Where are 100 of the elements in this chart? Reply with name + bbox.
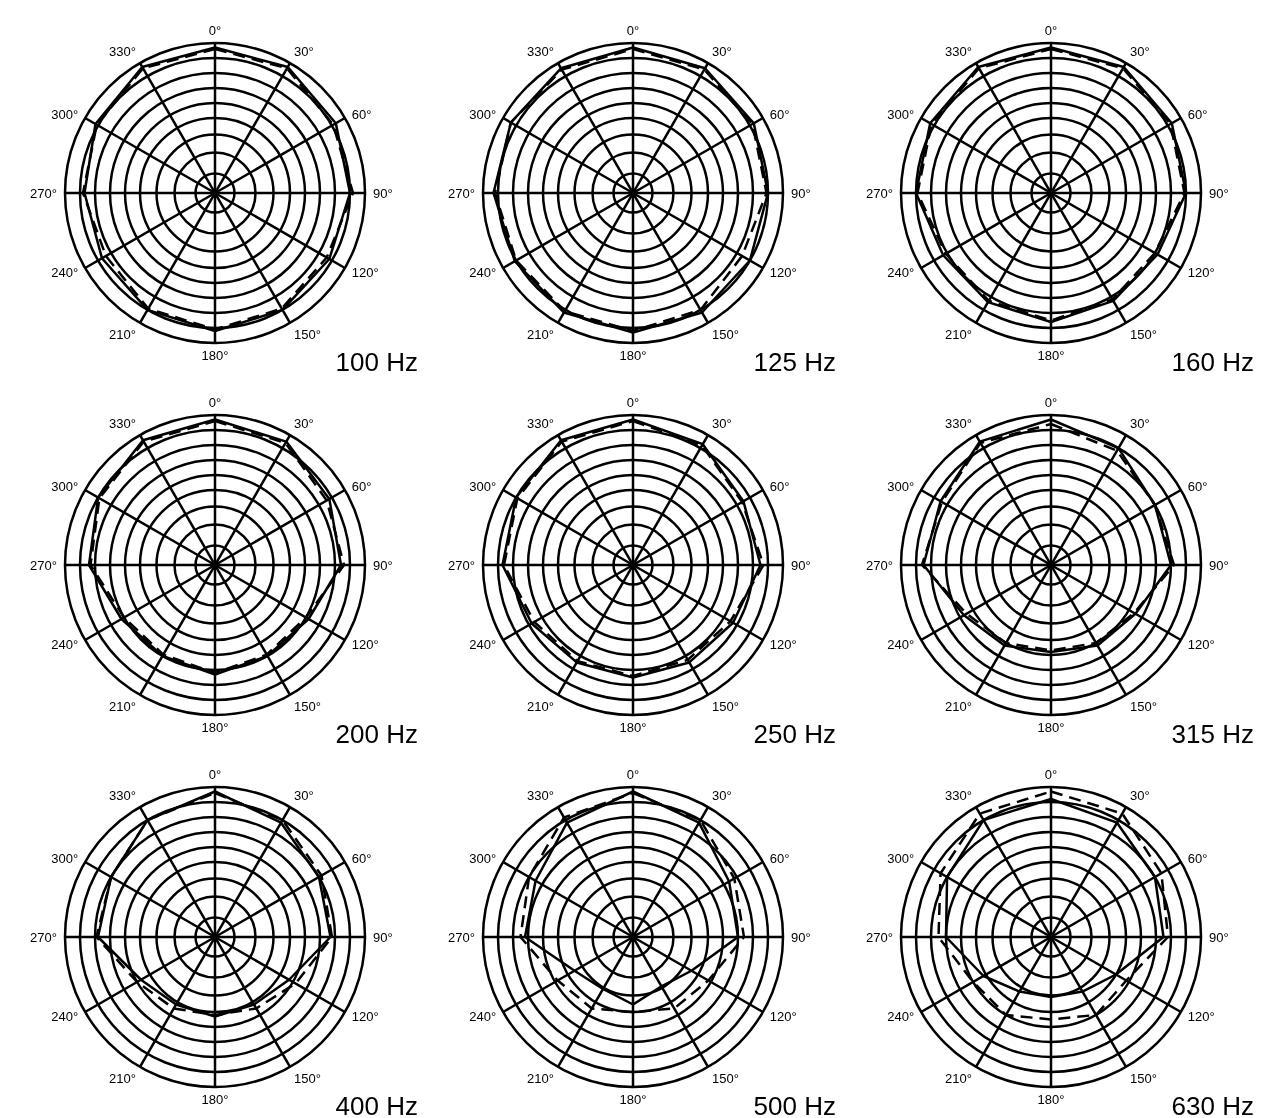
spoke-label: 270°: [866, 185, 893, 201]
spoke-label: 150°: [294, 1071, 321, 1087]
spoke-label: 0°: [626, 767, 640, 782]
spoke-label: 120°: [1187, 1008, 1215, 1024]
spoke-label: 300°: [51, 850, 79, 866]
text: 200 Hz: [335, 719, 418, 750]
spoke-label: 330°: [945, 788, 972, 804]
spoke-label: 330°: [527, 788, 554, 804]
spoke-label: 0°: [208, 23, 222, 38]
spoke-label: 60°: [1187, 478, 1208, 494]
spoke-label: 150°: [1130, 1071, 1157, 1087]
spoke-label: 0°: [208, 767, 222, 782]
spoke-label: 270°: [448, 929, 475, 945]
spoke-label: 210°: [945, 1071, 972, 1087]
spoke-label: 180°: [619, 348, 647, 364]
spoke-label: 240°: [51, 264, 79, 280]
spoke-label: 330°: [109, 788, 136, 804]
spoke-label: 240°: [469, 264, 497, 280]
spoke-label: 180°: [201, 348, 229, 364]
spoke-label: 30°: [712, 44, 732, 60]
spoke-label: 270°: [866, 557, 893, 573]
spoke-label: 270°: [30, 185, 57, 201]
spoke-label: 330°: [109, 416, 136, 432]
spoke-label: 30°: [294, 788, 314, 804]
spoke-label: 90°: [373, 929, 393, 945]
text: 630 Hz: [1171, 1091, 1254, 1118]
spoke-label: 300°: [469, 106, 497, 122]
text: 100 Hz: [335, 347, 418, 378]
spoke-label: 270°: [30, 557, 57, 573]
text: 125 Hz: [753, 347, 836, 378]
spoke-label: 330°: [945, 44, 972, 60]
spoke-label: 240°: [469, 1008, 497, 1024]
spoke-label: 270°: [448, 185, 475, 201]
spoke-label: 30°: [294, 44, 314, 60]
spoke-label: 0°: [1044, 23, 1058, 38]
spoke-label: 180°: [619, 720, 647, 736]
spoke-label: 120°: [769, 264, 797, 280]
spoke-label: 300°: [51, 478, 79, 494]
spoke-label: 0°: [626, 23, 640, 38]
spoke-label: 240°: [887, 636, 915, 652]
spoke-label: 180°: [1037, 720, 1065, 736]
spoke-label: 90°: [1209, 185, 1229, 201]
spoke-label: 150°: [1130, 327, 1157, 343]
spoke-label: 150°: [712, 699, 739, 715]
spoke-label: 0°: [208, 395, 222, 410]
spoke-label: 60°: [769, 106, 790, 122]
text: 160 Hz: [1171, 347, 1254, 378]
spoke-label: 300°: [887, 850, 915, 866]
spoke-label: 210°: [945, 699, 972, 715]
spoke-label: 300°: [51, 106, 79, 122]
text: 400 Hz: [335, 1091, 418, 1118]
spoke-label: 330°: [527, 416, 554, 432]
spoke-label: 60°: [769, 850, 790, 866]
spoke-label: 150°: [1130, 699, 1157, 715]
spoke-label: 300°: [469, 478, 497, 494]
spoke-label: 60°: [1187, 850, 1208, 866]
spoke-label: 30°: [712, 416, 732, 432]
spoke-label: 150°: [712, 1071, 739, 1087]
spoke-label: 0°: [1044, 767, 1058, 782]
spoke-label: 120°: [351, 636, 379, 652]
spoke-label: 180°: [1037, 1092, 1065, 1108]
spoke-label: 240°: [51, 1008, 79, 1024]
spoke-label: 300°: [887, 106, 915, 122]
spoke-label: 90°: [373, 185, 393, 201]
spoke-label: 210°: [109, 1071, 136, 1087]
spoke-label: 240°: [887, 264, 915, 280]
spoke-label: 60°: [1187, 106, 1208, 122]
spoke-label: 180°: [201, 1092, 229, 1108]
spoke-label: 180°: [619, 1092, 647, 1108]
spoke-label: 120°: [1187, 264, 1215, 280]
spoke-label: 150°: [294, 327, 321, 343]
spoke-label: 300°: [469, 850, 497, 866]
spoke-label: 150°: [294, 699, 321, 715]
text: 500 Hz: [753, 1091, 836, 1118]
spoke-label: 90°: [1209, 557, 1229, 573]
spoke-label: 30°: [294, 416, 314, 432]
spoke-label: 270°: [866, 929, 893, 945]
spoke-label: 240°: [51, 636, 79, 652]
text: 250 Hz: [753, 719, 836, 750]
spoke-label: 150°: [712, 327, 739, 343]
spoke-label: 270°: [30, 929, 57, 945]
spoke-label: 210°: [109, 699, 136, 715]
spoke-label: 300°: [887, 478, 915, 494]
spoke-label: 90°: [791, 185, 811, 201]
spoke-label: 330°: [945, 416, 972, 432]
spoke-label: 240°: [887, 1008, 915, 1024]
spoke-label: 30°: [712, 788, 732, 804]
spoke-label: 60°: [351, 478, 372, 494]
spoke-label: 210°: [109, 327, 136, 343]
spoke-label: 240°: [469, 636, 497, 652]
spoke-label: 210°: [945, 327, 972, 343]
spoke-label: 120°: [351, 1008, 379, 1024]
spoke-label: 210°: [527, 1071, 554, 1087]
spoke-label: 210°: [527, 327, 554, 343]
spoke-label: 120°: [769, 636, 797, 652]
text: 315 Hz: [1171, 719, 1254, 750]
spoke-label: 120°: [769, 1008, 797, 1024]
spoke-label: 90°: [791, 929, 811, 945]
spoke-label: 330°: [109, 44, 136, 60]
spoke-label: 30°: [1130, 44, 1150, 60]
